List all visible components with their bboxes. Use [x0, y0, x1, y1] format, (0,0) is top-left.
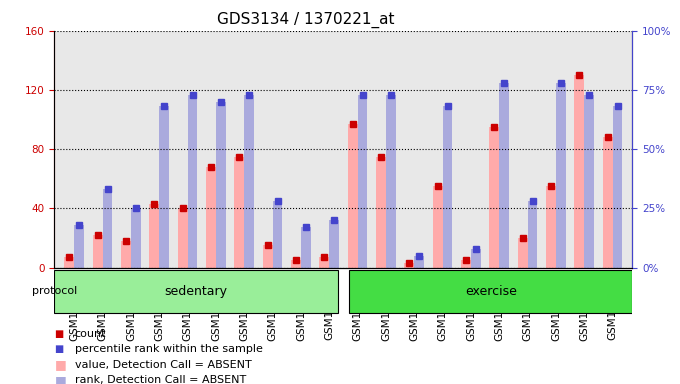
Text: value, Detection Call = ABSENT: value, Detection Call = ABSENT	[75, 360, 252, 370]
Bar	[188, 94, 197, 268]
Text: ■: ■	[54, 329, 64, 339]
Bar	[575, 75, 584, 268]
Bar	[376, 157, 386, 268]
Bar	[301, 227, 311, 268]
Bar	[499, 83, 509, 268]
Bar	[291, 260, 301, 268]
Bar	[206, 167, 216, 268]
Bar	[131, 208, 141, 268]
Text: ■: ■	[54, 358, 66, 371]
Bar	[244, 94, 254, 268]
Bar	[517, 238, 528, 268]
Bar	[349, 270, 632, 313]
Text: rank, Detection Call = ABSENT: rank, Detection Call = ABSENT	[75, 375, 246, 384]
Bar	[54, 270, 338, 313]
Bar	[602, 137, 613, 268]
Bar	[432, 186, 443, 268]
Text: ■: ■	[54, 344, 64, 354]
Bar	[358, 94, 367, 268]
Bar	[386, 94, 396, 268]
Bar	[329, 220, 339, 268]
Bar	[556, 83, 566, 268]
Bar	[177, 208, 188, 268]
Bar	[347, 124, 358, 268]
Bar	[150, 204, 159, 268]
Bar	[414, 256, 424, 268]
Bar	[546, 186, 556, 268]
Text: percentile rank within the sample: percentile rank within the sample	[75, 344, 262, 354]
Bar	[443, 106, 452, 268]
Bar	[159, 106, 169, 268]
Bar	[490, 127, 499, 268]
Text: exercise: exercise	[465, 285, 517, 298]
Bar	[471, 248, 481, 268]
Bar	[405, 263, 414, 268]
Bar	[461, 260, 471, 268]
Bar	[103, 189, 112, 268]
Bar	[613, 106, 622, 268]
Text: protocol: protocol	[32, 286, 77, 296]
Bar	[262, 245, 273, 268]
Bar	[65, 257, 74, 268]
Bar	[235, 157, 244, 268]
Bar	[216, 102, 226, 268]
Text: ■: ■	[54, 374, 66, 384]
Bar	[121, 241, 131, 268]
Text: GDS3134 / 1370221_at: GDS3134 / 1370221_at	[217, 12, 395, 28]
Text: count: count	[75, 329, 106, 339]
Bar	[584, 94, 594, 268]
Bar	[74, 225, 84, 268]
Bar	[92, 235, 103, 268]
Bar	[273, 201, 282, 268]
Bar	[320, 257, 329, 268]
Text: sedentary: sedentary	[165, 285, 228, 298]
Bar	[528, 201, 537, 268]
